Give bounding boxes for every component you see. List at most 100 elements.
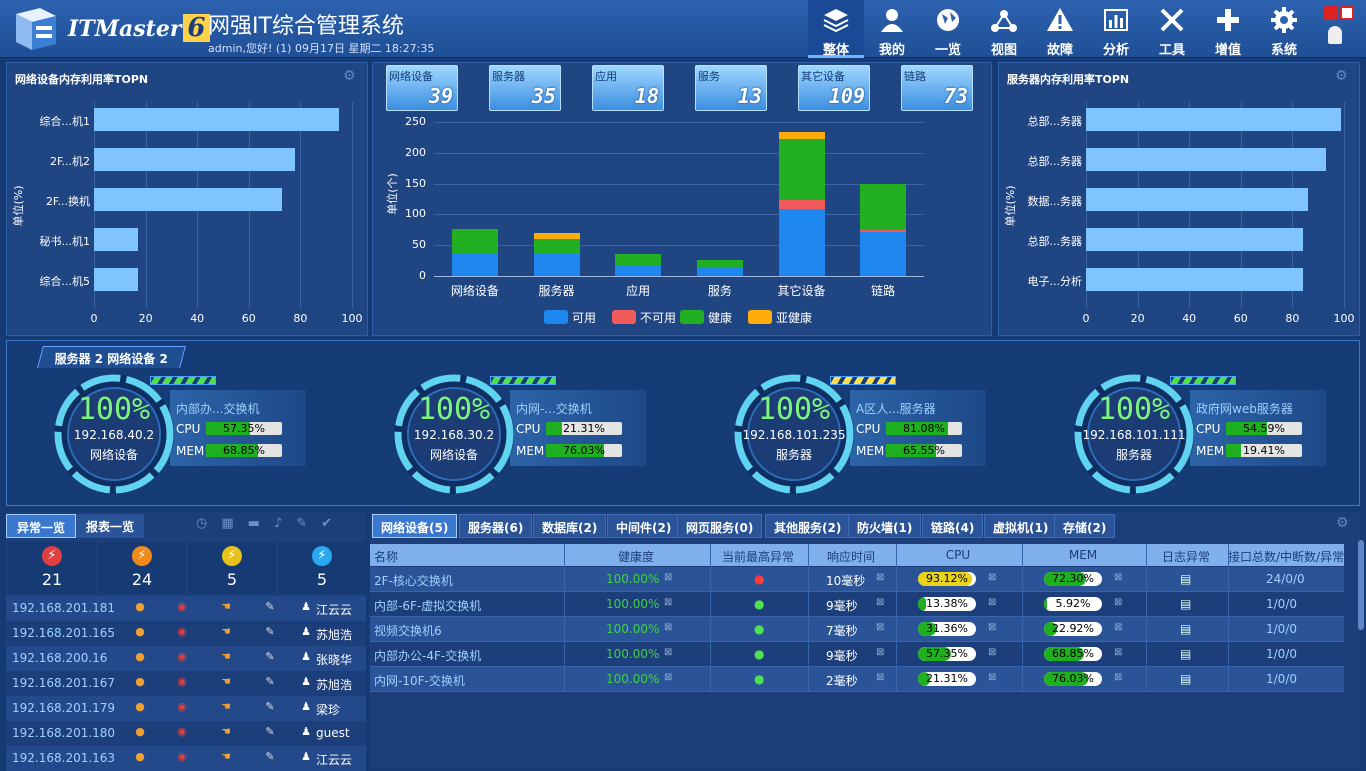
hand-icon[interactable]: ☚	[221, 650, 231, 663]
clock-icon[interactable]: ◷	[196, 516, 222, 531]
trend-icon[interactable]: ⊠	[876, 572, 885, 583]
legend-swatch[interactable]	[680, 310, 704, 324]
alarm-row[interactable]: 192.168.201.181 ● ◉ ☚ ✎ ♟ 江云云	[6, 596, 366, 621]
hand-icon[interactable]: ☚	[221, 700, 231, 713]
user-avatar-icon[interactable]	[1328, 26, 1342, 44]
alarm-row[interactable]: 192.168.201.167 ● ◉ ☚ ✎ ♟ 苏旭浩	[6, 671, 366, 696]
bulb-icon[interactable]: ●	[135, 750, 145, 763]
person-icon[interactable]: ♟	[301, 750, 311, 763]
alarm-row[interactable]: 192.168.200.16 ● ◉ ☚ ✎ ♟ 张晓华	[6, 646, 366, 671]
alarm-ip[interactable]: 192.168.201.179	[12, 701, 116, 715]
grid-icon[interactable]: ▦	[221, 516, 248, 531]
column-header[interactable]: 接口总数/中断数/异常	[1228, 550, 1344, 564]
bar[interactable]	[1086, 188, 1308, 211]
nav-tools[interactable]: 工具	[1144, 0, 1200, 58]
tool-icon[interactable]: ✎	[265, 700, 275, 713]
alarm-row[interactable]: 192.168.201.163 ● ◉ ☚ ✎ ♟ 江云云	[6, 746, 366, 771]
clock-alarm-icon[interactable]: ◉	[177, 600, 187, 613]
alarm-row[interactable]: 192.168.201.179 ● ◉ ☚ ✎ ♟ 梁珍	[6, 696, 366, 721]
trend-icon[interactable]: ⊠	[988, 647, 997, 658]
tool-icon[interactable]: ✎	[265, 725, 275, 738]
alert-pin-icon[interactable]: ●	[754, 622, 765, 636]
legend-swatch[interactable]	[748, 310, 772, 324]
alarm-ip[interactable]: 192.168.201.163	[12, 751, 116, 765]
trend-icon[interactable]: ⊠	[664, 572, 673, 583]
hand-icon[interactable]: ☚	[221, 625, 231, 638]
tab-device-category[interactable]: 服务器(6)	[459, 514, 533, 538]
trend-icon[interactable]: ⊠	[1114, 647, 1123, 658]
tab-device-category[interactable]: 网络设备(5)	[372, 514, 458, 538]
bar-segment[interactable]	[615, 253, 662, 265]
trend-icon[interactable]: ⊠	[664, 622, 673, 633]
table-row[interactable]: 2F-核心交换机 100.00% ⊠ ● 10毫秒 ⊠ 93.12% ⊠ 72.30% ⊠ ▤ 24/…	[370, 567, 1344, 592]
clock-alarm-icon[interactable]: ◉	[177, 750, 187, 763]
column-header[interactable]: MEM	[1068, 548, 1098, 562]
tab-device-category[interactable]: 链路(4)	[922, 514, 984, 538]
alarm-ip[interactable]: 192.168.201.180	[12, 726, 116, 740]
table-row[interactable]: 视频交换机6 100.00% ⊠ ● 7毫秒 ⊠ 31.36% ⊠ 22.92% ⊠ ▤ 1/0/0	[370, 617, 1344, 642]
bar-segment[interactable]	[778, 209, 825, 276]
alarm-ip[interactable]: 192.168.201.181	[12, 601, 116, 615]
bar[interactable]	[94, 228, 138, 251]
clock-alarm-icon[interactable]: ◉	[177, 650, 187, 663]
tool-icon[interactable]: ✎	[265, 675, 275, 688]
nav-user[interactable]: 我的	[864, 0, 920, 58]
device-name[interactable]: 内部-6F-虚拟交换机	[374, 599, 482, 613]
nav-globe[interactable]: 一览	[920, 0, 976, 58]
trend-icon[interactable]: ⊠	[876, 597, 885, 608]
bar-segment[interactable]	[533, 239, 580, 255]
table-scrollbar[interactable]	[1358, 540, 1364, 630]
tab-device-category[interactable]: 虚拟机(1)	[984, 514, 1058, 538]
monitor-icon[interactable]: ▬	[247, 516, 274, 531]
alarm-row[interactable]: 192.168.201.180 ● ◉ ☚ ✎ ♟ guest	[6, 721, 366, 746]
person-icon[interactable]: ♟	[301, 700, 311, 713]
bell-icon[interactable]: ♪	[273, 516, 297, 531]
alarm-level-counter[interactable]: ⚡ 21	[8, 542, 96, 594]
settings-icon[interactable]: ⚙	[343, 68, 356, 84]
bar-segment[interactable]	[860, 229, 907, 232]
device-name[interactable]: 内网-10F-交换机	[374, 674, 465, 688]
table-row[interactable]: 内部办公-4F-交换机 100.00% ⊠ ● 9毫秒 ⊠ 57.35% ⊠ 68.85% ⊠ ▤ 1…	[370, 642, 1344, 667]
person-icon[interactable]: ♟	[301, 625, 311, 638]
bar[interactable]	[1086, 268, 1303, 291]
check-icon[interactable]: ✔	[321, 516, 347, 531]
clock-alarm-icon[interactable]: ◉	[177, 725, 187, 738]
tab-device-category[interactable]: 中间件(2)	[607, 514, 681, 538]
hand-icon[interactable]: ☚	[221, 750, 231, 763]
person-icon[interactable]: ♟	[301, 650, 311, 663]
bar-segment[interactable]	[696, 259, 743, 268]
tab-device-category[interactable]: 其他服务(2)	[765, 514, 851, 538]
alarm-ip[interactable]: 192.168.201.167	[12, 676, 116, 690]
stat-card[interactable]: 其它设备 109	[798, 65, 870, 111]
bar-segment[interactable]	[860, 231, 907, 276]
nav-plus[interactable]: 增值	[1200, 0, 1256, 58]
bar[interactable]	[94, 188, 283, 211]
table-row[interactable]: 内部-6F-虚拟交换机 100.00% ⊠ ● 9毫秒 ⊠ 13.38% ⊠ 5.92% ⊠ ▤ 1/…	[370, 592, 1344, 617]
bar[interactable]	[94, 268, 138, 291]
bar-segment[interactable]	[696, 267, 743, 276]
column-header[interactable]: 健康度	[617, 550, 654, 564]
edit-icon[interactable]: ✎	[296, 516, 322, 531]
alarm-ip[interactable]: 192.168.200.16	[12, 651, 108, 665]
bar[interactable]	[1086, 228, 1303, 251]
tab-report-overview[interactable]: 报表一览	[76, 514, 145, 538]
focus-device-card[interactable]: A区人...服务器 CPU 81.08% MEM 65.55% 100% 192.168.1…	[730, 370, 992, 498]
tool-icon[interactable]: ✎	[265, 650, 275, 663]
device-name[interactable]: 内部办公-4F-交换机	[374, 649, 482, 663]
trend-icon[interactable]: ⊠	[664, 672, 673, 683]
bar-segment[interactable]	[615, 264, 662, 276]
column-header[interactable]: 日志异常	[1161, 550, 1210, 564]
log-file-icon[interactable]: ▤	[1180, 622, 1192, 636]
trend-icon[interactable]: ⊠	[988, 672, 997, 683]
tab-device-category[interactable]: 网页服务(0)	[677, 514, 763, 538]
trend-icon[interactable]: ⊠	[876, 622, 885, 633]
alert-pin-icon[interactable]: ●	[754, 672, 765, 686]
alarm-level-counter[interactable]: ⚡ 5	[188, 542, 276, 594]
bulb-icon[interactable]: ●	[135, 675, 145, 688]
nav-warning[interactable]: 故障	[1032, 0, 1088, 58]
hand-icon[interactable]: ☚	[221, 725, 231, 738]
stat-card[interactable]: 服务器 35	[489, 65, 561, 111]
bar-segment[interactable]	[533, 232, 580, 240]
column-header[interactable]: 响应时间	[826, 550, 875, 564]
alert-pin-icon[interactable]: ●	[754, 597, 765, 611]
